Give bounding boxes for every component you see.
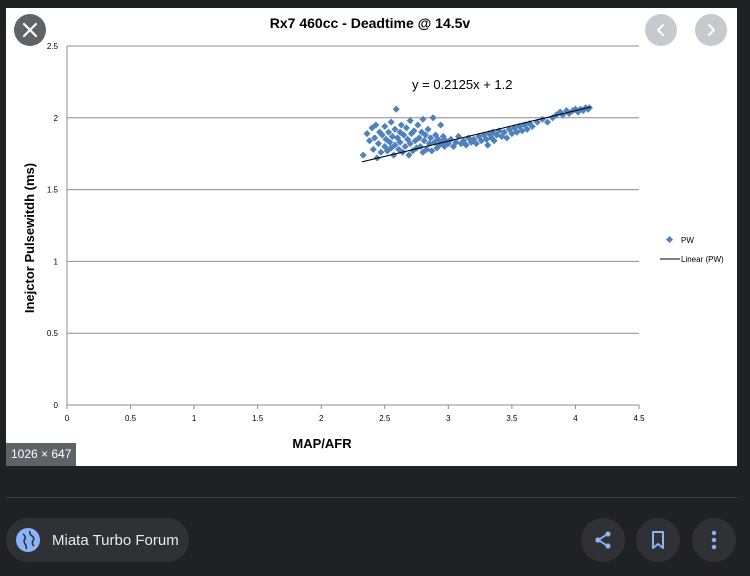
data-point [378,131,386,139]
data-point [401,142,409,151]
data-point [405,151,413,159]
share-icon [595,531,611,549]
data-point [374,140,382,148]
data-point [386,138,394,146]
close-icon [22,22,38,38]
data-point [484,141,492,149]
more-options-button[interactable] [692,518,736,562]
data-point [410,127,418,135]
data-point [415,134,423,142]
data-point [518,127,526,135]
data-point [528,122,536,130]
x-tick-label: 0.5 [125,414,137,423]
data-point [372,121,380,129]
data-point [462,141,470,149]
previous-image-button[interactable] [645,14,677,46]
x-tick-label: 2.5 [379,414,391,423]
image-dimensions-badge: 1026 × 647 [6,443,77,466]
data-point [421,131,429,139]
data-point [377,148,385,156]
data-point [363,130,371,138]
data-point [381,122,389,130]
data-point [365,137,374,145]
data-point [388,132,396,141]
data-point [472,140,480,148]
scatter-chart: Rx7 460cc - Deadtime @ 14.5v 0 0.5 1 1.5 2 2.… [22,15,724,451]
x-tick-label: 4.5 [633,414,645,423]
data-point [391,141,399,149]
data-point [406,140,414,148]
y-tick-label: 2.5 [47,42,59,51]
chevron-right-icon [708,24,715,36]
data-point [396,138,404,146]
x-tick-label: 2 [319,414,324,423]
data-point [369,145,377,153]
y-axis-label: Inejctor Pulsewitdh (ms) [22,163,37,313]
x-axis-label: MAP/AFR [292,436,352,451]
data-point [385,128,393,136]
data-point [397,121,405,129]
data-point [419,115,427,123]
data-point [490,137,498,145]
y-tick-label: 0 [54,401,59,410]
y-tick-label: 0.5 [47,329,59,338]
data-point [424,125,432,133]
bookmark-icon [652,531,664,549]
data-point [513,128,521,136]
source-name: Miata Turbo Forum [52,531,179,549]
trendline [361,106,591,163]
data-point [429,114,437,122]
data-point [538,115,546,123]
x-tick-label: 0 [65,414,70,423]
globe-icon [16,528,40,552]
data-point [392,105,400,113]
data-point [428,147,436,155]
data-point [400,131,408,139]
y-tick-label: 2 [54,114,59,123]
data-point [387,118,395,126]
data-point [477,137,485,145]
data-point [482,135,491,143]
data-point [500,128,508,136]
divider [6,497,737,498]
chevron-left-icon [657,24,664,36]
x-tick-label: 3.5 [506,414,518,423]
source-link[interactable]: Miata Turbo Forum [6,518,189,562]
x-tick-label: 4 [573,414,578,423]
trendline-equation: y = 0.2125x + 1.2 [412,77,512,92]
data-point [414,121,422,129]
y-tick-label: 1.5 [47,186,59,195]
x-tick-label: 1.5 [252,414,264,423]
data-point [503,134,511,142]
legend-label-linear: Linear (PW) [681,255,724,264]
y-tick-label: 1 [54,257,59,266]
x-tick-label: 1 [192,414,197,423]
data-point [427,134,435,142]
data-point [371,134,379,142]
legend-label-pw: PW [681,236,694,245]
share-button[interactable] [581,518,625,562]
data-point [420,137,428,145]
data-point [359,151,367,159]
data-point [423,145,431,153]
more-vert-icon [711,530,717,550]
image-preview-panel[interactable]: Rx7 460cc - Deadtime @ 14.5v 0 0.5 1 1.5 2 2.… [6,8,737,466]
data-point [391,125,399,133]
chart-title: Rx7 460cc - Deadtime @ 14.5v [270,15,471,31]
close-button[interactable] [14,14,46,46]
data-point [402,124,410,132]
data-point [406,117,414,125]
next-image-button[interactable] [695,14,727,46]
legend-marker-pw [665,235,674,244]
save-button[interactable] [636,518,680,562]
x-tick-label: 3 [446,414,451,423]
data-point [437,121,445,129]
data-point [543,118,552,126]
data-point [523,125,531,133]
data-point [452,138,460,146]
chart-legend: PW Linear (PW) [660,235,724,264]
